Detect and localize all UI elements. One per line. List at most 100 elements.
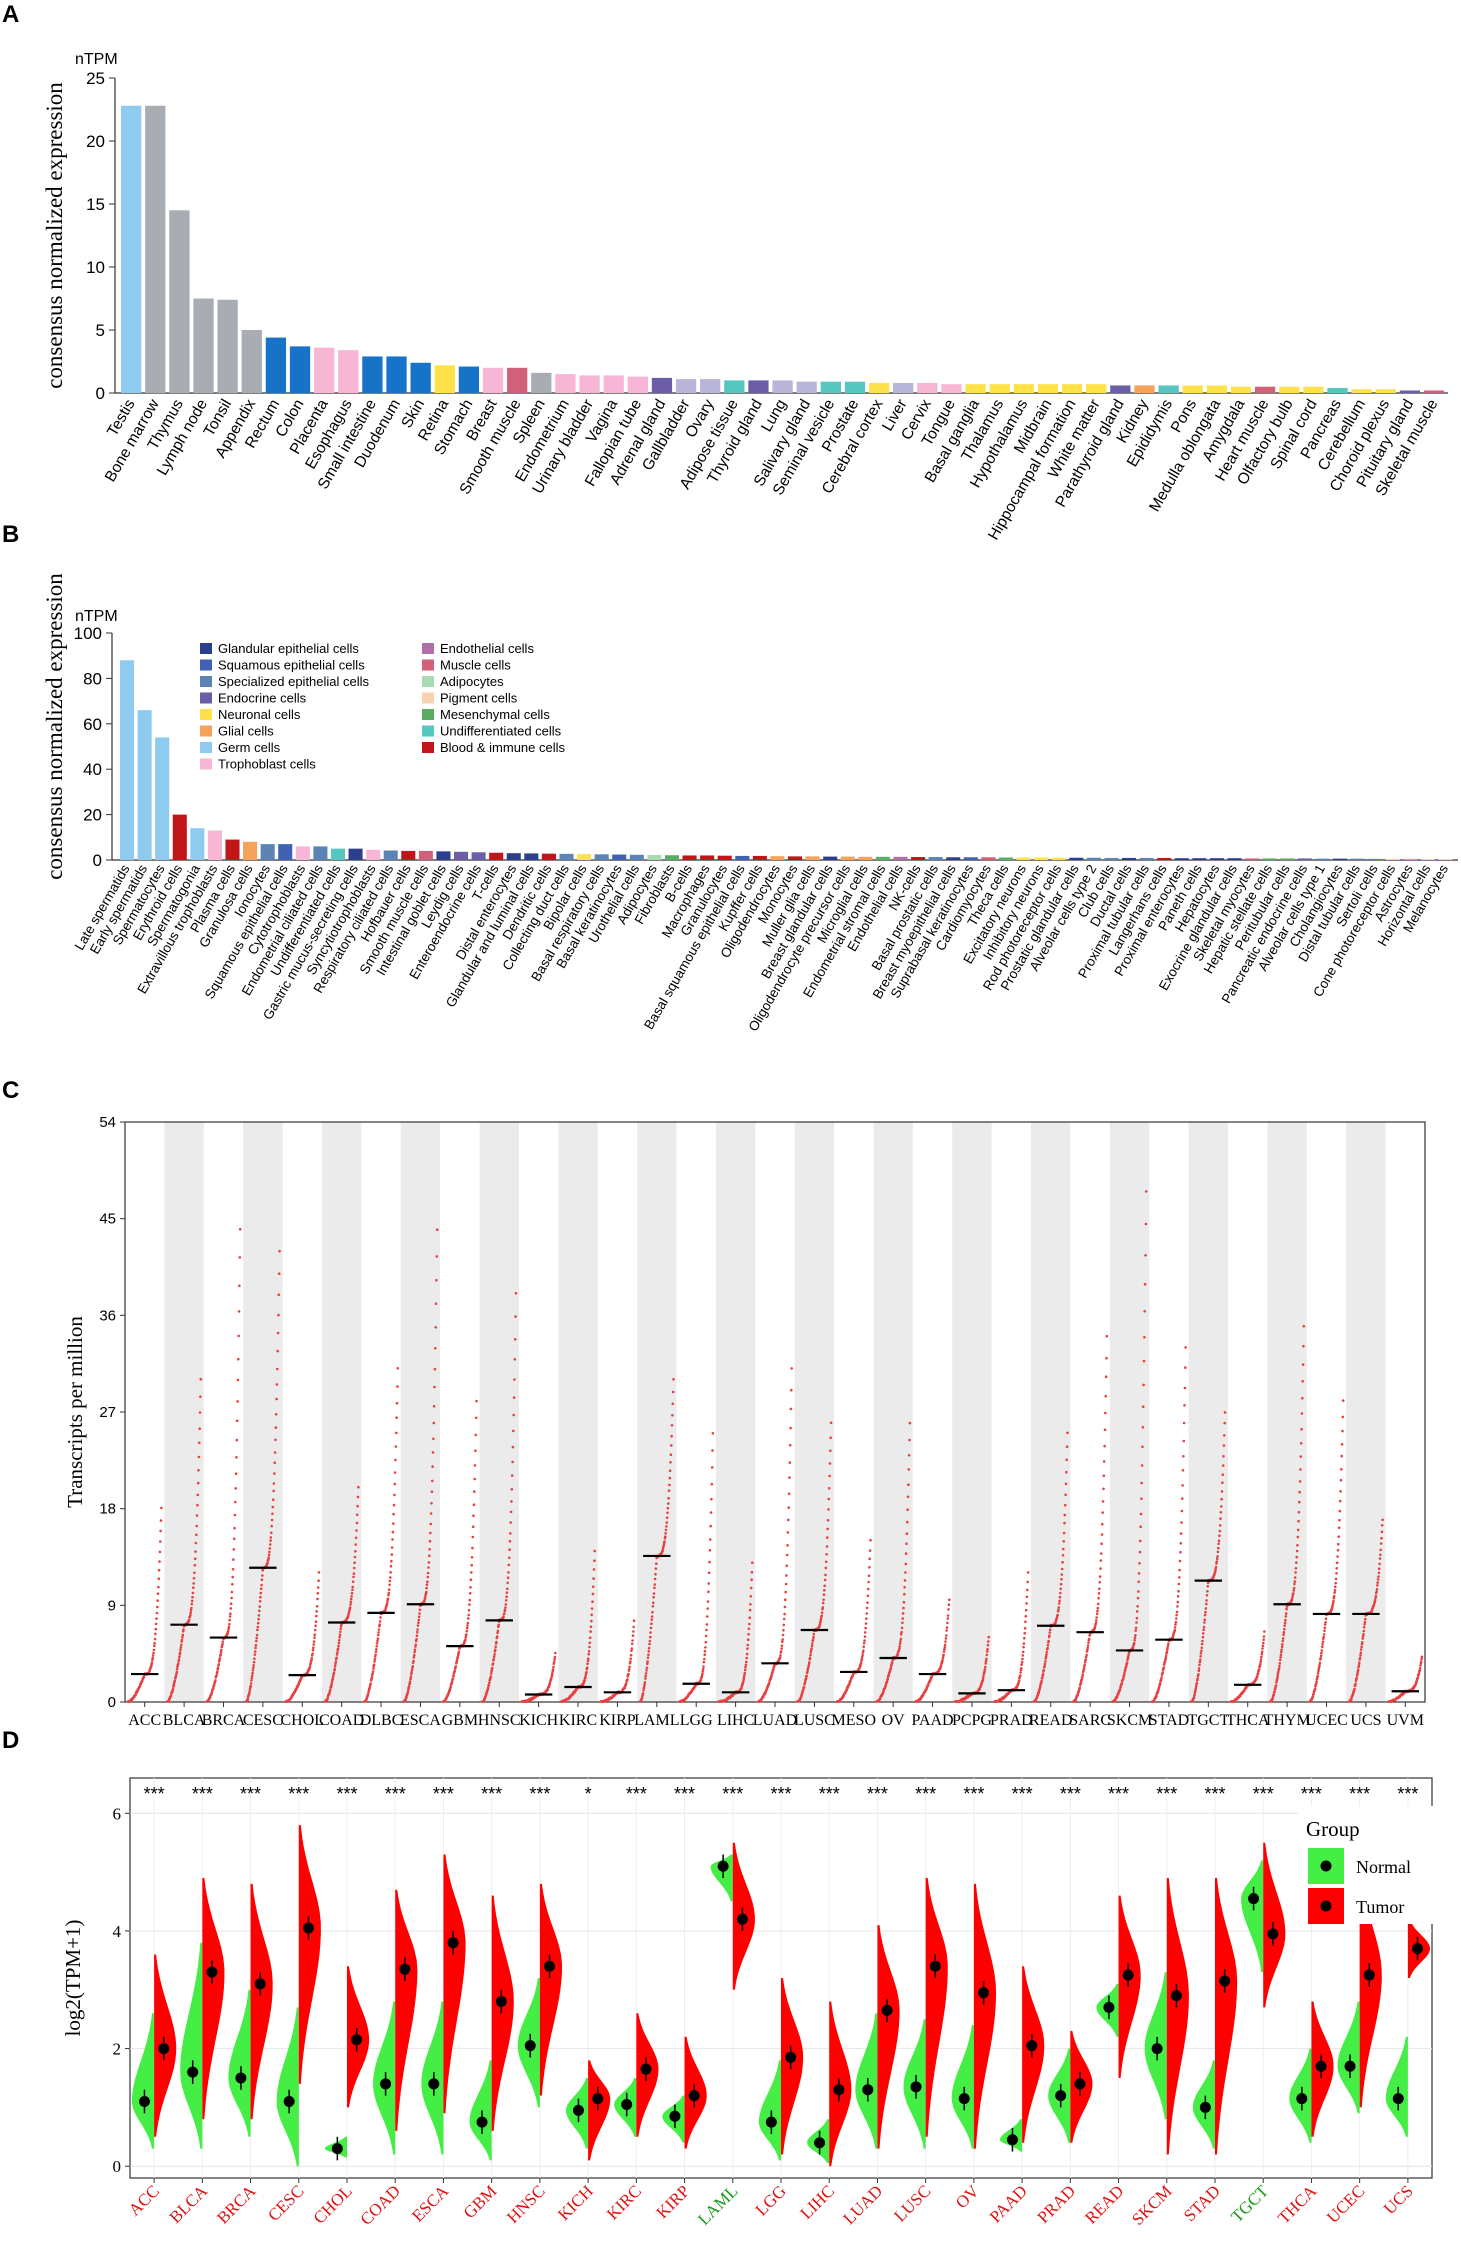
tumor-median-dot [1315,2060,1327,2072]
y-tick-label: 15 [86,195,105,214]
normal-median-dot [235,2072,247,2084]
tumor-median-dot [495,1996,507,2008]
data-point [413,1650,416,1654]
data-point [703,1657,706,1661]
data-point [789,1426,792,1430]
data-point [428,1554,431,1558]
data-point [417,1618,421,1622]
data-point [670,1424,674,1427]
data-point [1198,1660,1202,1664]
data-point [276,1367,279,1371]
x-tick-label: ESCA [408,2181,453,2226]
data-point [898,1645,901,1648]
data-point [310,1658,313,1662]
data-point [235,1456,238,1459]
bar-peritubular-cells [1280,858,1295,860]
data-point [465,1626,469,1630]
data-point [987,1635,990,1639]
panel-label-a: A [2,1,19,28]
bar-syncytiotrophoblasts [366,849,381,860]
data-point [1064,1493,1067,1497]
data-point [665,1525,668,1528]
legend-label: Trophoblast cells [218,757,316,772]
data-point [433,1385,436,1389]
data-point [849,1679,852,1683]
data-point [249,1684,252,1688]
data-point [150,1661,154,1664]
data-point [469,1586,472,1589]
data-point [1279,1653,1283,1657]
data-point [647,1650,651,1653]
normal-median-dot [1006,2134,1018,2146]
data-point [313,1636,316,1639]
data-point [1217,1546,1220,1550]
data-point [742,1678,745,1681]
bar-urothelial-cells [629,854,644,860]
data-point [645,1666,649,1670]
x-tick-label: PRAD [990,1712,1033,1729]
bar-spermatocytes [155,737,170,860]
data-point [1144,1190,1148,1193]
data-point [1363,1620,1367,1624]
bar-breast-myoepithelial-cells [946,857,961,860]
data-point [1334,1577,1338,1581]
data-point [1019,1671,1022,1674]
data-point [647,1653,650,1657]
data-point [180,1638,184,1642]
data-point [1177,1589,1180,1593]
data-point [389,1571,392,1574]
data-point [548,1681,552,1684]
data-point [474,1433,478,1437]
data-point [553,1655,557,1659]
bar-duodenum [386,356,407,393]
data-point [1062,1531,1066,1535]
data-point [948,1598,951,1602]
data-point [900,1626,904,1630]
data-point [354,1543,358,1546]
data-point [1331,1603,1334,1607]
data-point [1294,1567,1298,1570]
data-point [896,1653,900,1656]
data-point [811,1638,815,1641]
data-point [644,1677,647,1680]
legend-swatch [200,659,212,671]
data-point [1221,1473,1225,1476]
bar-prostatic-glandular-cells [1069,857,1084,860]
data-point [261,1574,264,1577]
data-point [1319,1654,1323,1658]
data-point [198,1427,201,1430]
normal-median-dot [814,2137,826,2149]
data-point [1380,1536,1383,1540]
band [952,1122,992,1702]
violin-normal [758,2060,781,2161]
data-point [1065,1445,1069,1448]
data-point [1136,1596,1140,1600]
data-point [335,1653,339,1656]
significance-label: *** [529,1784,550,1804]
data-point [590,1613,593,1617]
data-point [214,1679,217,1682]
data-point [338,1635,341,1639]
legend-swatch [200,692,212,704]
bar-hepatocytes [1209,858,1224,860]
data-point [250,1676,254,1680]
data-point [1095,1616,1098,1619]
data-point [708,1549,712,1552]
data-point [466,1624,469,1627]
tumor-median-dot [399,1963,411,1975]
data-point [1418,1667,1422,1670]
data-point [180,1643,183,1647]
data-point [1259,1658,1263,1661]
data-point [431,1465,434,1468]
data-point [389,1564,393,1568]
data-point [1205,1599,1208,1602]
bar-appendix [241,330,262,393]
data-point [375,1648,378,1651]
data-point [259,1587,263,1590]
bar-bipolar-cells [577,854,592,860]
data-point [1359,1648,1363,1651]
data-point [489,1675,493,1678]
data-point [1260,1652,1264,1656]
data-point [199,1395,202,1398]
bar-enteroendocrine-cells [471,852,486,860]
